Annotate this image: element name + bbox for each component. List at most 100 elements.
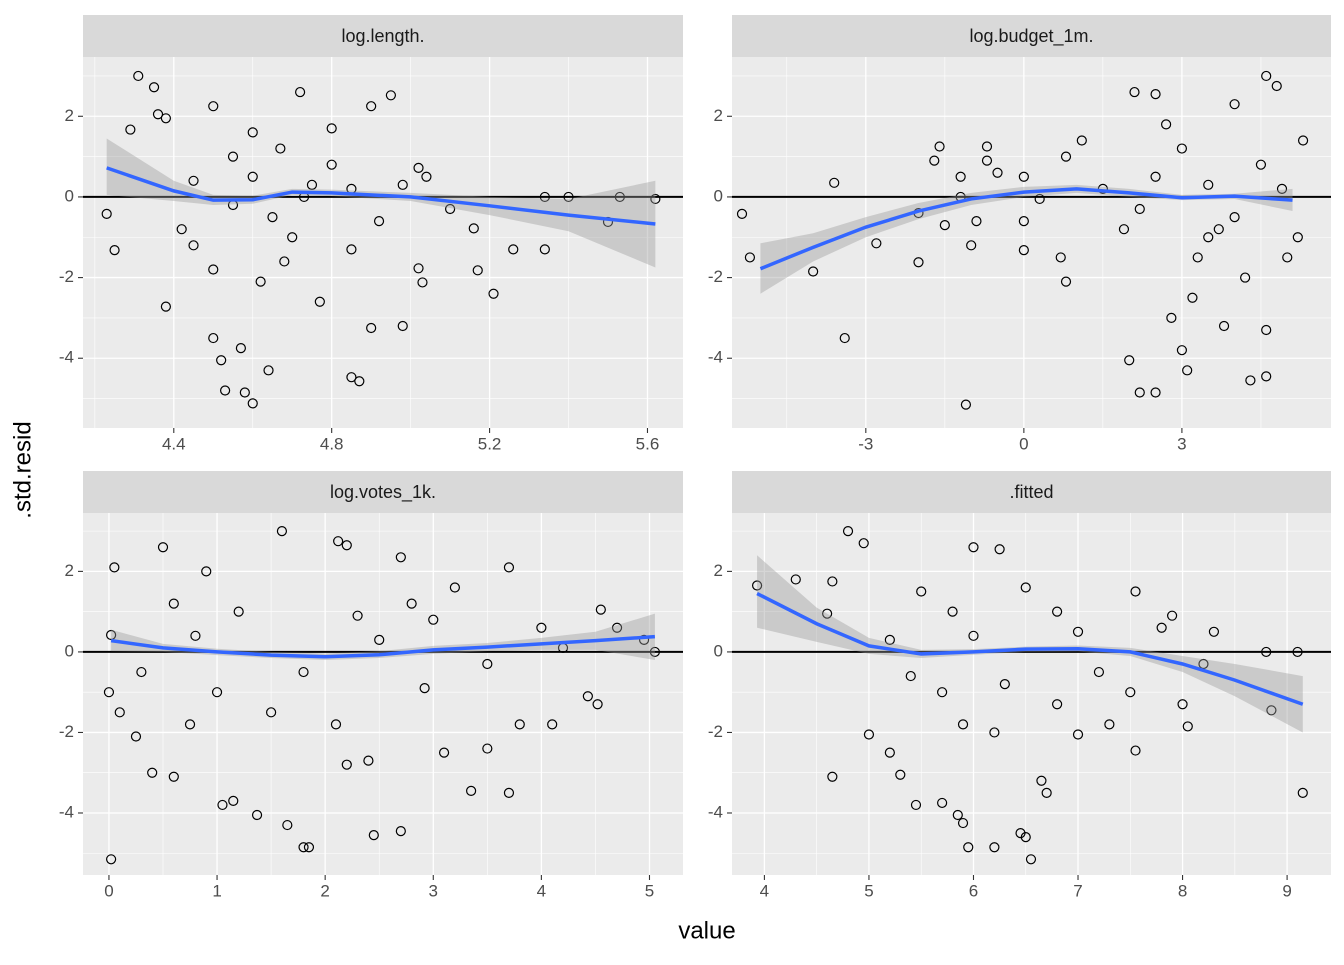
point bbox=[822, 608, 833, 619]
strip-background bbox=[732, 15, 1331, 57]
confidence-band bbox=[111, 613, 655, 660]
point bbox=[279, 256, 290, 267]
point bbox=[1018, 245, 1029, 256]
point bbox=[1229, 99, 1240, 110]
point bbox=[1041, 787, 1052, 798]
point bbox=[330, 719, 342, 730]
point bbox=[1218, 320, 1230, 332]
point bbox=[937, 687, 948, 698]
point bbox=[1036, 775, 1047, 786]
point bbox=[1025, 854, 1037, 865]
point bbox=[201, 566, 212, 577]
point bbox=[1104, 719, 1115, 730]
y-tick-label: -4 bbox=[59, 802, 74, 821]
point bbox=[373, 216, 385, 227]
y-tick-label: -4 bbox=[708, 802, 723, 821]
point bbox=[1271, 80, 1282, 92]
point bbox=[1266, 705, 1277, 716]
point bbox=[1182, 721, 1193, 732]
point bbox=[592, 699, 603, 710]
point bbox=[1125, 687, 1136, 698]
point bbox=[208, 332, 219, 344]
point bbox=[971, 216, 982, 227]
point bbox=[547, 719, 558, 730]
point bbox=[955, 171, 966, 182]
point bbox=[1130, 745, 1141, 756]
point bbox=[939, 220, 950, 231]
plot-area bbox=[83, 57, 683, 428]
point bbox=[228, 795, 239, 807]
smooth-line bbox=[759, 187, 1293, 271]
x-tick-label: 6 bbox=[969, 881, 978, 900]
smooth-line bbox=[110, 634, 656, 659]
point bbox=[1150, 387, 1161, 398]
point bbox=[1292, 646, 1303, 658]
point bbox=[963, 842, 974, 853]
point bbox=[247, 127, 258, 138]
point bbox=[385, 90, 396, 101]
point bbox=[1118, 224, 1130, 235]
point bbox=[989, 727, 1000, 738]
point bbox=[1130, 586, 1141, 597]
point bbox=[147, 767, 158, 778]
point bbox=[136, 666, 147, 678]
point bbox=[957, 817, 969, 829]
x-tick-label: 2 bbox=[320, 881, 329, 900]
point bbox=[960, 399, 972, 410]
x-tick-label: 9 bbox=[1282, 881, 1291, 900]
point bbox=[445, 203, 456, 215]
point bbox=[413, 162, 424, 173]
point bbox=[188, 240, 199, 251]
x-axis-label: value bbox=[678, 917, 735, 944]
point bbox=[744, 252, 756, 263]
point bbox=[275, 143, 286, 154]
point bbox=[417, 277, 428, 288]
point bbox=[863, 729, 875, 740]
point bbox=[1203, 179, 1214, 190]
point bbox=[1018, 216, 1029, 227]
x-tick-label: 5.6 bbox=[636, 434, 660, 453]
panel-background bbox=[732, 57, 1331, 428]
point bbox=[808, 266, 819, 277]
point bbox=[306, 179, 318, 190]
point bbox=[1034, 193, 1045, 205]
point bbox=[255, 276, 266, 287]
point bbox=[1156, 622, 1167, 633]
point bbox=[1076, 135, 1087, 146]
point bbox=[168, 598, 179, 609]
point bbox=[468, 223, 479, 234]
point bbox=[346, 244, 357, 255]
point bbox=[999, 679, 1010, 690]
point bbox=[346, 372, 357, 383]
x-tick-label: 4 bbox=[760, 881, 769, 900]
point bbox=[482, 743, 493, 754]
point bbox=[326, 123, 337, 134]
point bbox=[160, 113, 171, 124]
point bbox=[827, 576, 838, 587]
point bbox=[839, 332, 850, 344]
point bbox=[152, 109, 164, 120]
point bbox=[235, 343, 246, 354]
point bbox=[421, 171, 432, 182]
plot-area bbox=[732, 513, 1331, 875]
point bbox=[190, 630, 201, 641]
strip-title: log.budget_1m. bbox=[969, 26, 1093, 47]
point bbox=[419, 683, 430, 694]
point bbox=[176, 224, 187, 235]
point bbox=[929, 155, 940, 166]
point bbox=[563, 191, 574, 203]
point bbox=[208, 101, 219, 112]
point bbox=[1060, 276, 1072, 287]
x-tick-label: 4 bbox=[537, 881, 546, 900]
x-tick-label: 4.4 bbox=[162, 434, 186, 453]
point bbox=[1072, 729, 1084, 740]
point bbox=[314, 296, 325, 307]
point bbox=[539, 191, 550, 203]
x-tick-label: 5 bbox=[864, 881, 873, 900]
point bbox=[366, 322, 377, 334]
strip-title: log.length. bbox=[341, 26, 424, 46]
point bbox=[989, 842, 1000, 853]
point bbox=[247, 398, 258, 409]
y-tick-label: -2 bbox=[59, 267, 74, 286]
